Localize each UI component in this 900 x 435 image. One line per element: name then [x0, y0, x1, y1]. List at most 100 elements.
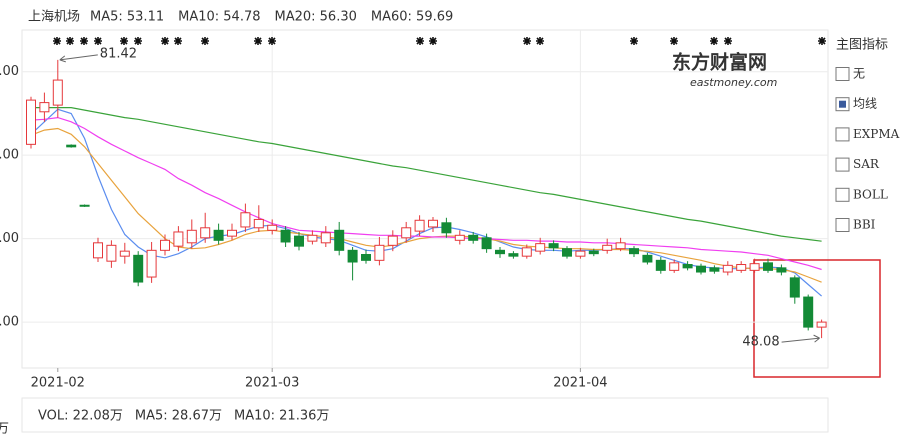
volume-legend-entry: MA5: 28.67万 [135, 409, 222, 424]
candle-body [334, 229, 345, 251]
candle-body [722, 264, 733, 273]
event-marker [66, 37, 74, 45]
candle-body [481, 237, 492, 250]
candle-body [428, 219, 438, 228]
y-tick-label: 60.00 [0, 231, 19, 246]
checkbox-label[interactable]: 无 [853, 67, 865, 81]
event-marker [201, 37, 209, 45]
candle-body [307, 234, 318, 242]
candle-body [267, 224, 278, 231]
candle-body [602, 244, 613, 251]
candle-body [200, 227, 211, 239]
candle-body [629, 248, 639, 255]
candle-body [374, 244, 385, 261]
candle-body [146, 249, 157, 278]
candle-body [642, 254, 653, 263]
candle-body [26, 99, 36, 145]
event-marker [120, 37, 128, 45]
candle-body [682, 264, 693, 269]
candle-body [173, 231, 184, 247]
panel-title: 主图指标 [836, 38, 888, 53]
x-tick-label: 2021-03 [245, 376, 299, 391]
event-marker [710, 37, 718, 45]
event-marker [429, 37, 437, 45]
y-tick-label: 50.00 [0, 315, 19, 330]
candle-body [669, 262, 680, 271]
volume-area [21, 397, 829, 433]
candle-body [454, 234, 465, 241]
candle-body [696, 265, 706, 273]
candle-body [736, 264, 747, 271]
candle-body [548, 243, 559, 249]
candle-body [749, 263, 760, 271]
checkbox[interactable] [835, 157, 850, 172]
volume-unit: 万 [0, 422, 9, 435]
candle-body [521, 247, 532, 257]
candle-body [106, 244, 117, 262]
candle-body [588, 250, 599, 255]
candle-body [93, 242, 103, 259]
candle-body [79, 204, 90, 207]
ma-line [31, 107, 822, 242]
candle-body [562, 248, 572, 257]
checkbox-label[interactable]: BBI [853, 218, 876, 232]
event-marker [670, 37, 678, 45]
x-tick-label: 2021-04 [553, 376, 607, 391]
candle-body [320, 232, 331, 244]
checkbox[interactable] [835, 127, 850, 142]
candle-body [508, 253, 519, 257]
ma-line [30, 116, 822, 271]
candle-body [280, 229, 291, 243]
checkbox-check[interactable] [839, 100, 846, 108]
candle-body [615, 242, 626, 250]
candle-body [816, 321, 827, 328]
candle-body [575, 250, 586, 257]
event-marker [134, 37, 142, 45]
candle-body [803, 296, 814, 328]
volume-legend-entry: MA10: 21.36万 [234, 409, 329, 424]
event-marker [174, 37, 182, 45]
candle-body [39, 102, 50, 113]
high-arrow [59, 54, 98, 63]
high-label: 81.42 [100, 46, 137, 61]
candle-body [160, 239, 170, 251]
legend-entry: MA10: 54.78 [178, 10, 260, 25]
candle-body [119, 250, 130, 257]
event-marker [724, 37, 732, 45]
event-marker [254, 37, 262, 45]
candle-body [253, 218, 264, 229]
checkbox-label[interactable]: 均线 [853, 97, 877, 111]
checkbox[interactable] [835, 67, 850, 81]
checkbox[interactable] [835, 218, 850, 232]
candle-body [535, 243, 546, 252]
event-marker [161, 37, 169, 45]
candle-body [655, 259, 666, 271]
checkbox[interactable] [835, 187, 850, 202]
highlight-box [753, 259, 881, 378]
y-tick-label: 80.00 [0, 64, 19, 79]
candle-body [361, 253, 371, 261]
checkbox-label[interactable]: SAR [853, 157, 880, 171]
low-label: 48.08 [742, 335, 779, 350]
legend-entry: MA5: 53.11 [90, 10, 164, 25]
candle-body [401, 227, 412, 239]
candle-body [66, 144, 77, 148]
event-marker [536, 37, 544, 45]
checkbox-label[interactable]: BOLL [853, 187, 888, 201]
candle-body [52, 79, 63, 106]
candle-body [227, 229, 237, 237]
checkbox-label[interactable]: EXPMA [853, 127, 900, 141]
candle-body [789, 277, 800, 298]
candle-body [240, 212, 251, 228]
legend-entry: MA20: 56.30 [275, 10, 357, 25]
candle-body [186, 229, 197, 244]
candle-body [441, 222, 452, 234]
candle-body [495, 249, 505, 255]
legend-entry: MA60: 59.69 [371, 10, 453, 25]
candle-body [294, 235, 304, 247]
watermark-name: 东方财富网 [672, 51, 767, 74]
candle-body [468, 234, 479, 241]
low-arrow [781, 334, 820, 343]
